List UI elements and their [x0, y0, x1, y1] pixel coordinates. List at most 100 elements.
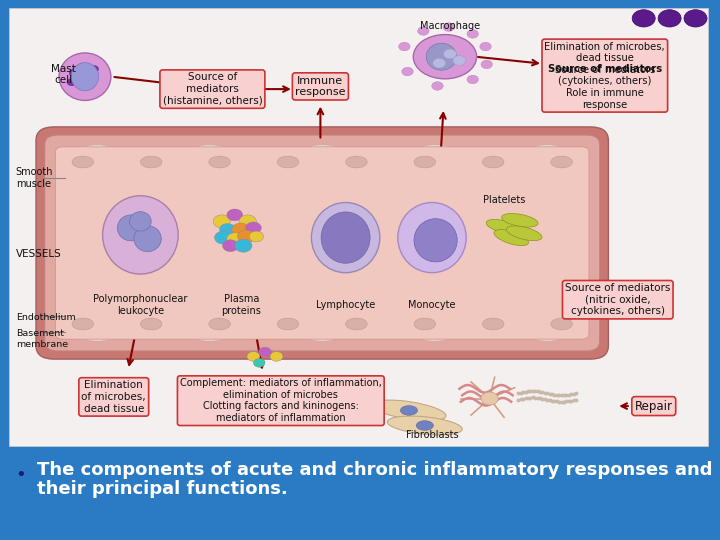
Circle shape [227, 233, 243, 245]
Ellipse shape [209, 318, 230, 330]
Ellipse shape [387, 416, 462, 435]
Text: Complement: mediators of inflammation,
elimination of microbes
Clotting factors : Complement: mediators of inflammation, e… [180, 379, 382, 423]
Ellipse shape [414, 219, 457, 262]
Ellipse shape [421, 334, 449, 341]
Ellipse shape [502, 213, 538, 227]
Ellipse shape [196, 334, 223, 341]
Circle shape [658, 10, 681, 27]
Circle shape [85, 73, 95, 80]
Ellipse shape [117, 215, 145, 241]
Ellipse shape [277, 156, 299, 168]
Ellipse shape [196, 145, 223, 152]
Ellipse shape [140, 156, 162, 168]
Circle shape [222, 240, 238, 252]
Ellipse shape [416, 421, 433, 430]
Circle shape [232, 223, 249, 236]
Ellipse shape [413, 35, 477, 79]
Ellipse shape [534, 145, 561, 152]
Circle shape [238, 230, 255, 243]
Circle shape [239, 215, 256, 228]
Ellipse shape [84, 145, 111, 152]
Text: Endothelium: Endothelium [16, 313, 76, 322]
Ellipse shape [400, 406, 418, 415]
Circle shape [684, 10, 707, 27]
Text: Repair: Repair [635, 400, 672, 413]
Circle shape [220, 224, 235, 235]
Text: Elimination of microbes,
dead tissue
Source of mediators
(cytokines, others)
Rol: Elimination of microbes, dead tissue Sou… [544, 42, 665, 110]
Ellipse shape [494, 230, 528, 246]
Ellipse shape [551, 156, 572, 168]
Circle shape [235, 239, 252, 252]
Text: VESSELS: VESSELS [16, 249, 62, 259]
Circle shape [246, 222, 261, 234]
Ellipse shape [308, 145, 336, 152]
Ellipse shape [71, 63, 99, 91]
Ellipse shape [346, 156, 367, 168]
Text: Platelets: Platelets [483, 195, 525, 205]
Ellipse shape [414, 156, 436, 168]
Text: The components of acute and chronic inflammatory responses and: The components of acute and chronic infl… [37, 461, 713, 479]
Circle shape [81, 82, 91, 89]
Ellipse shape [481, 60, 492, 69]
Ellipse shape [140, 318, 162, 330]
FancyBboxPatch shape [36, 127, 608, 359]
Ellipse shape [397, 202, 467, 273]
Ellipse shape [399, 42, 410, 51]
Ellipse shape [426, 43, 456, 70]
FancyBboxPatch shape [45, 135, 600, 351]
Text: Basement
membrane: Basement membrane [16, 329, 68, 349]
Circle shape [632, 10, 655, 27]
FancyBboxPatch shape [55, 147, 589, 339]
Ellipse shape [551, 318, 572, 330]
Circle shape [73, 74, 83, 82]
Ellipse shape [506, 226, 542, 241]
Ellipse shape [418, 26, 429, 35]
FancyBboxPatch shape [9, 8, 708, 446]
Circle shape [270, 352, 283, 361]
Ellipse shape [346, 318, 367, 330]
Ellipse shape [308, 334, 336, 341]
Ellipse shape [480, 42, 491, 51]
Text: Source of
mediators
(histamine, others): Source of mediators (histamine, others) [163, 72, 262, 106]
Text: Macrophage: Macrophage [420, 21, 480, 31]
Circle shape [78, 63, 88, 71]
Ellipse shape [402, 67, 413, 76]
Ellipse shape [209, 156, 230, 168]
Ellipse shape [534, 334, 561, 341]
Ellipse shape [482, 156, 504, 168]
Ellipse shape [321, 212, 370, 263]
Text: Monocyte: Monocyte [408, 300, 456, 310]
Ellipse shape [134, 226, 161, 252]
Ellipse shape [277, 318, 299, 330]
Ellipse shape [421, 145, 449, 152]
Text: their principal functions.: their principal functions. [37, 480, 288, 498]
Ellipse shape [372, 400, 446, 421]
Ellipse shape [467, 30, 479, 38]
Text: •: • [15, 466, 25, 484]
Circle shape [258, 347, 271, 357]
Ellipse shape [482, 318, 504, 330]
Circle shape [444, 49, 456, 59]
Ellipse shape [84, 334, 111, 341]
Ellipse shape [59, 53, 111, 100]
Text: Lymphocyte: Lymphocyte [316, 300, 375, 310]
Ellipse shape [130, 212, 151, 231]
Circle shape [249, 231, 264, 242]
Text: Smooth
muscle: Smooth muscle [16, 167, 53, 189]
Circle shape [89, 65, 99, 73]
Text: Elimination
of microbes,
dead tissue: Elimination of microbes, dead tissue [81, 380, 146, 414]
Circle shape [227, 209, 243, 221]
Circle shape [453, 56, 466, 65]
Circle shape [215, 231, 232, 244]
Text: Mast
cell: Mast cell [51, 64, 76, 85]
Ellipse shape [72, 318, 94, 330]
Circle shape [67, 78, 77, 86]
Text: Source of mediators: Source of mediators [548, 64, 662, 74]
Ellipse shape [414, 318, 436, 330]
Text: Fibroblasts: Fibroblasts [405, 430, 459, 440]
Ellipse shape [432, 82, 444, 90]
Circle shape [247, 352, 260, 361]
Ellipse shape [443, 23, 454, 31]
Circle shape [213, 215, 230, 228]
Ellipse shape [486, 219, 522, 234]
